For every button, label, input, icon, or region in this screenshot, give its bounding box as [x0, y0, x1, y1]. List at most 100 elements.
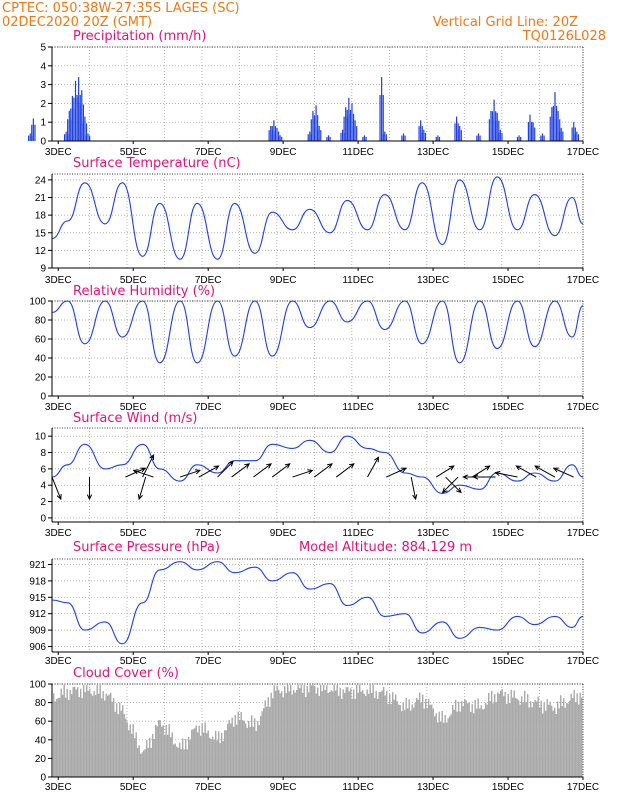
precip-bar	[63, 134, 66, 141]
cloud-bar	[479, 708, 481, 777]
cloud-bar	[497, 692, 499, 777]
cloud-bar	[212, 736, 214, 777]
cloud-bar	[107, 695, 109, 777]
x-tick-label: 7DEC	[195, 402, 222, 413]
precip-bar	[518, 135, 520, 141]
cloud-bar	[65, 697, 67, 777]
precip-bar	[540, 135, 542, 141]
x-tick-label: 17DEC	[567, 656, 599, 667]
precip-bar	[552, 105, 554, 141]
wind-arrow	[231, 463, 251, 478]
cloud-bar	[150, 747, 152, 777]
cloud-bar	[498, 693, 500, 777]
cloud-bar	[456, 711, 458, 777]
precip-bar	[87, 133, 89, 141]
cloud-bar	[351, 698, 353, 777]
cloud-bar	[447, 718, 449, 777]
cloud-bar	[225, 730, 227, 777]
precip-bar	[496, 112, 498, 141]
cloud-bar	[537, 696, 539, 777]
precip-bar	[459, 125, 461, 141]
cloud-bar	[540, 700, 542, 777]
cloud-bar	[525, 702, 527, 777]
panel-title: Surface Wind (m/s)	[73, 411, 197, 426]
cloud-bar	[284, 685, 286, 777]
panel-5: 0 20 40 60 80 100 3DEC 5DEC 7DEC 9DEC 11DEC 13DEC 15…	[29, 666, 599, 793]
cloud-bar	[539, 707, 541, 777]
wind-arrow-head	[228, 460, 234, 467]
cloud-bar	[201, 723, 203, 777]
cloud-bar	[227, 723, 229, 777]
cloud-bar	[219, 743, 221, 777]
cloud-bar	[468, 702, 470, 777]
wind-arrow-shaft	[471, 465, 490, 478]
wind-arrow-head	[194, 469, 201, 475]
precip-bar	[516, 136, 519, 141]
wind-arrow-shaft	[198, 465, 219, 478]
wind-arrow-shaft	[292, 469, 313, 478]
cloud-bar	[186, 749, 188, 777]
y-tick-label: 0	[40, 773, 46, 784]
precip-bar	[65, 131, 67, 141]
cloud-bar	[480, 705, 482, 777]
cloud-bar	[288, 691, 290, 777]
precip-bar	[490, 110, 492, 141]
cloud-bar	[453, 709, 455, 777]
cloud-bar	[579, 692, 581, 777]
x-tick-label: 9DEC	[270, 528, 297, 539]
cloud-bar	[195, 725, 197, 777]
precip-bar	[576, 131, 578, 141]
wind-arrow	[314, 463, 333, 478]
wind-arrow-shaft	[138, 476, 147, 500]
cloud-bar	[81, 698, 83, 777]
cloud-bar	[180, 748, 182, 777]
precip-bar	[316, 130, 319, 141]
cloud-bar	[366, 689, 368, 777]
wind-arrow	[552, 467, 574, 478]
y-tick-label: 6	[40, 464, 46, 475]
cloud-bar	[194, 728, 196, 777]
x-tick-label: 3DEC	[45, 147, 72, 158]
wind-arrow	[515, 465, 537, 478]
cloud-bar	[138, 745, 140, 777]
cloud-bar	[126, 722, 128, 777]
cloud-bar	[308, 692, 310, 777]
cloud-bar	[417, 699, 419, 777]
cloud-bar	[420, 703, 422, 777]
cloud-bar	[57, 697, 59, 777]
wind-arrow-shaft	[271, 463, 291, 478]
cloud-bar	[161, 726, 163, 777]
cloud-bar	[528, 707, 530, 777]
wind-arrow-head	[552, 467, 559, 473]
y-tick-label: 20	[35, 373, 47, 384]
cloud-bar	[461, 701, 463, 777]
wind-arrow-shaft	[231, 463, 250, 478]
cloud-bar	[570, 693, 572, 777]
cloud-bar	[252, 726, 254, 777]
cloud-bar	[89, 688, 91, 777]
precip-bar	[435, 136, 437, 141]
cloud-bar	[338, 695, 340, 777]
precip-bar	[362, 136, 364, 141]
cloud-bar	[204, 722, 206, 777]
cloud-bar	[240, 712, 242, 777]
panel-0: 0 1 2 3 4 5 3DEC 5DEC 7DEC 9DEC 11DEC 13DEC 15DEC 17D…	[28, 29, 599, 158]
cloud-bar	[558, 708, 560, 777]
precip-bar	[67, 119, 69, 141]
cloud-bar	[209, 737, 211, 777]
cloud-bar	[561, 706, 563, 777]
precip-bar	[277, 136, 280, 141]
precip-bar	[85, 123, 88, 141]
cloud-bar	[548, 704, 550, 777]
wind-arrow	[435, 465, 455, 478]
cloud-bar	[110, 692, 112, 777]
cloud-bar	[365, 695, 367, 777]
cloud-bar	[422, 694, 424, 777]
precip-bar	[313, 115, 316, 141]
wind-arrow-head	[137, 494, 143, 501]
wind-arrow-head	[132, 469, 139, 475]
cloud-bar	[267, 697, 269, 777]
cloud-bar	[54, 701, 56, 777]
wind-arrow-head	[307, 469, 314, 475]
